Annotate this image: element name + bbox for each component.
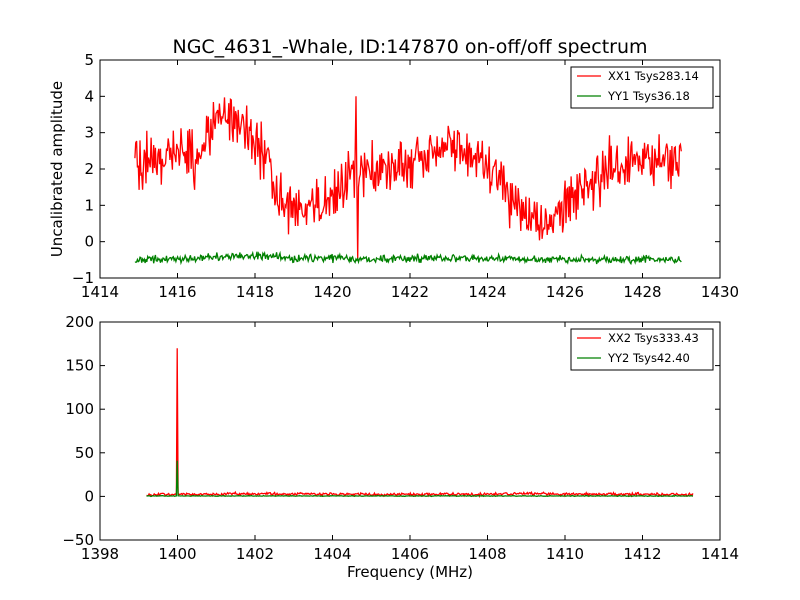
chart-title: NGC_4631_-Whale, ID:147870 on-off/off sp… — [172, 36, 647, 58]
x-tick-label: 1406 — [391, 545, 429, 563]
y-tick-label: 5 — [84, 51, 94, 69]
top-ticks-layer: 1414 1416 1418 1420 1422 1424 1426 1428 1430 −1 0 1… — [72, 51, 739, 301]
bottom-plot-frame — [99, 321, 721, 541]
legend-label-xx2: XX2 Tsys333.43 — [608, 331, 699, 345]
x-tick-label: 1424 — [468, 283, 506, 301]
y-tick-label: 3 — [84, 124, 94, 142]
x-tick-label: 1418 — [236, 283, 274, 301]
x-tick-label: 1414 — [81, 283, 119, 301]
x-tick-label: 1416 — [158, 283, 196, 301]
legend-box — [570, 66, 714, 109]
x-tick-label: 1430 — [701, 283, 739, 301]
top-panel: NGC_4631_-Whale, ID:147870 on-off/off sp… — [48, 36, 739, 301]
x-tick-label: 1400 — [158, 545, 196, 563]
legend-label-yy1: YY1 Tsys36.18 — [607, 89, 690, 103]
y-tick-label: 200 — [65, 313, 94, 331]
x-tick-label: 1410 — [546, 545, 584, 563]
x-tick-label: 1420 — [313, 283, 351, 301]
x-tick-label: 1428 — [623, 283, 661, 301]
x-axis-label: Frequency (MHz) — [347, 563, 473, 581]
y-tick-label: 1 — [84, 196, 94, 214]
x-tick-label: 1422 — [391, 283, 429, 301]
bottom-legend: XX2 Tsys333.43 YY2 Tsys42.40 — [570, 328, 714, 371]
x-tick-label: 1408 — [468, 545, 506, 563]
y-axis-label: Uncalibrated amplitude — [48, 81, 66, 257]
y-tick-label: 50 — [75, 444, 94, 462]
bottom-panel: 1398 1400 1402 1404 1406 1408 1410 1412 1414 −50 0… — [62, 313, 739, 581]
top-series-layer — [134, 96, 682, 266]
y-tick-label: −50 — [62, 531, 94, 549]
y-tick-label: 0 — [84, 233, 94, 251]
series-line-xx2 — [146, 348, 694, 499]
bottom-ticks-layer: 1398 1400 1402 1404 1406 1408 1410 1412 1414 −50 0… — [62, 313, 739, 563]
x-tick-label: 1426 — [546, 283, 584, 301]
x-tick-label: 1414 — [701, 545, 739, 563]
legend-label-xx1: XX1 Tsys283.14 — [608, 69, 699, 83]
bottom-series-layer — [146, 348, 694, 499]
y-tick-label: −1 — [72, 269, 94, 287]
legend-label-yy2: YY2 Tsys42.40 — [607, 351, 690, 365]
y-tick-label: 100 — [65, 400, 94, 418]
series-line-yy2 — [146, 460, 694, 498]
series-line-yy1 — [134, 250, 682, 266]
x-tick-label: 1412 — [623, 545, 661, 563]
top-legend: XX1 Tsys283.14 YY1 Tsys36.18 — [570, 66, 714, 109]
legend-box — [570, 328, 714, 371]
x-tick-label: 1402 — [236, 545, 274, 563]
top-plot-frame — [99, 59, 721, 279]
y-tick-label: 150 — [65, 357, 94, 375]
y-tick-label: 0 — [84, 487, 94, 505]
x-tick-label: 1398 — [81, 545, 119, 563]
y-tick-label: 4 — [84, 87, 94, 105]
series-line-xx1 — [134, 96, 682, 260]
y-tick-label: 2 — [84, 160, 94, 178]
x-tick-label: 1404 — [313, 545, 351, 563]
